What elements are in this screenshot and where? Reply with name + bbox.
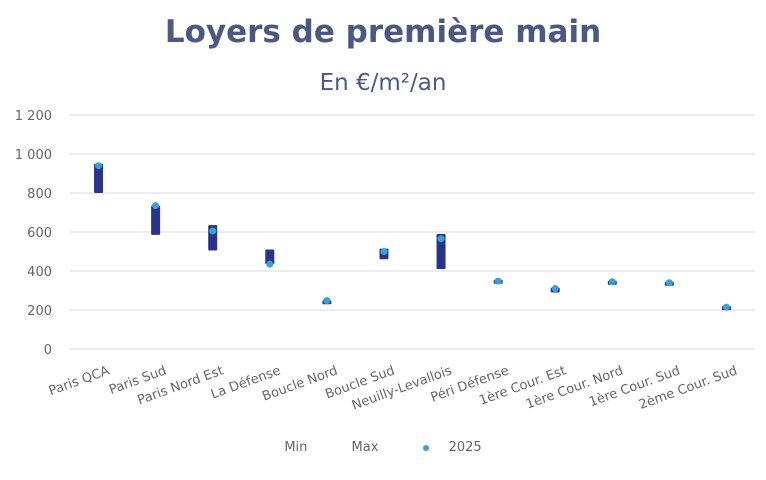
chart-subtitle: En €/m²/an (319, 70, 447, 96)
point-2025 (209, 227, 217, 235)
chart-title: Loyers de première main (164, 14, 602, 50)
y-tick-label: 600 (27, 226, 52, 241)
point-2025 (437, 235, 445, 243)
y-tick-label: 400 (27, 265, 52, 280)
legend-max-label: Max (351, 440, 379, 455)
y-tick-label: 1 000 (15, 148, 52, 163)
legend-min-label: Min (284, 440, 308, 455)
legend-2025-label: 2025 (448, 440, 482, 455)
legend: Min Max 2025 (0, 440, 766, 455)
point-2025 (380, 248, 388, 255)
legend-dot-icon (422, 444, 429, 451)
y-tick-label: 0 (44, 343, 52, 358)
legend-min: Min (274, 440, 317, 455)
point-2025 (152, 202, 160, 210)
point-2025 (323, 297, 331, 305)
x-tick-label: Paris QCA (47, 363, 112, 399)
point-2025 (266, 260, 274, 268)
point-2025 (551, 285, 559, 293)
range-bar (151, 205, 161, 235)
point-2025 (608, 278, 616, 286)
point-2025 (722, 303, 730, 311)
legend-max: Max (342, 440, 389, 455)
range-bar (265, 249, 275, 265)
y-tick-label: 800 (27, 187, 52, 202)
legend-2025: 2025 (413, 440, 492, 455)
y-tick-label: 200 (27, 304, 52, 319)
y-tick-label: 1 200 (15, 109, 52, 124)
point-2025 (494, 277, 502, 285)
point-2025 (95, 162, 103, 170)
point-2025 (665, 279, 673, 287)
range-bar (94, 163, 104, 193)
range-bar (436, 233, 446, 270)
